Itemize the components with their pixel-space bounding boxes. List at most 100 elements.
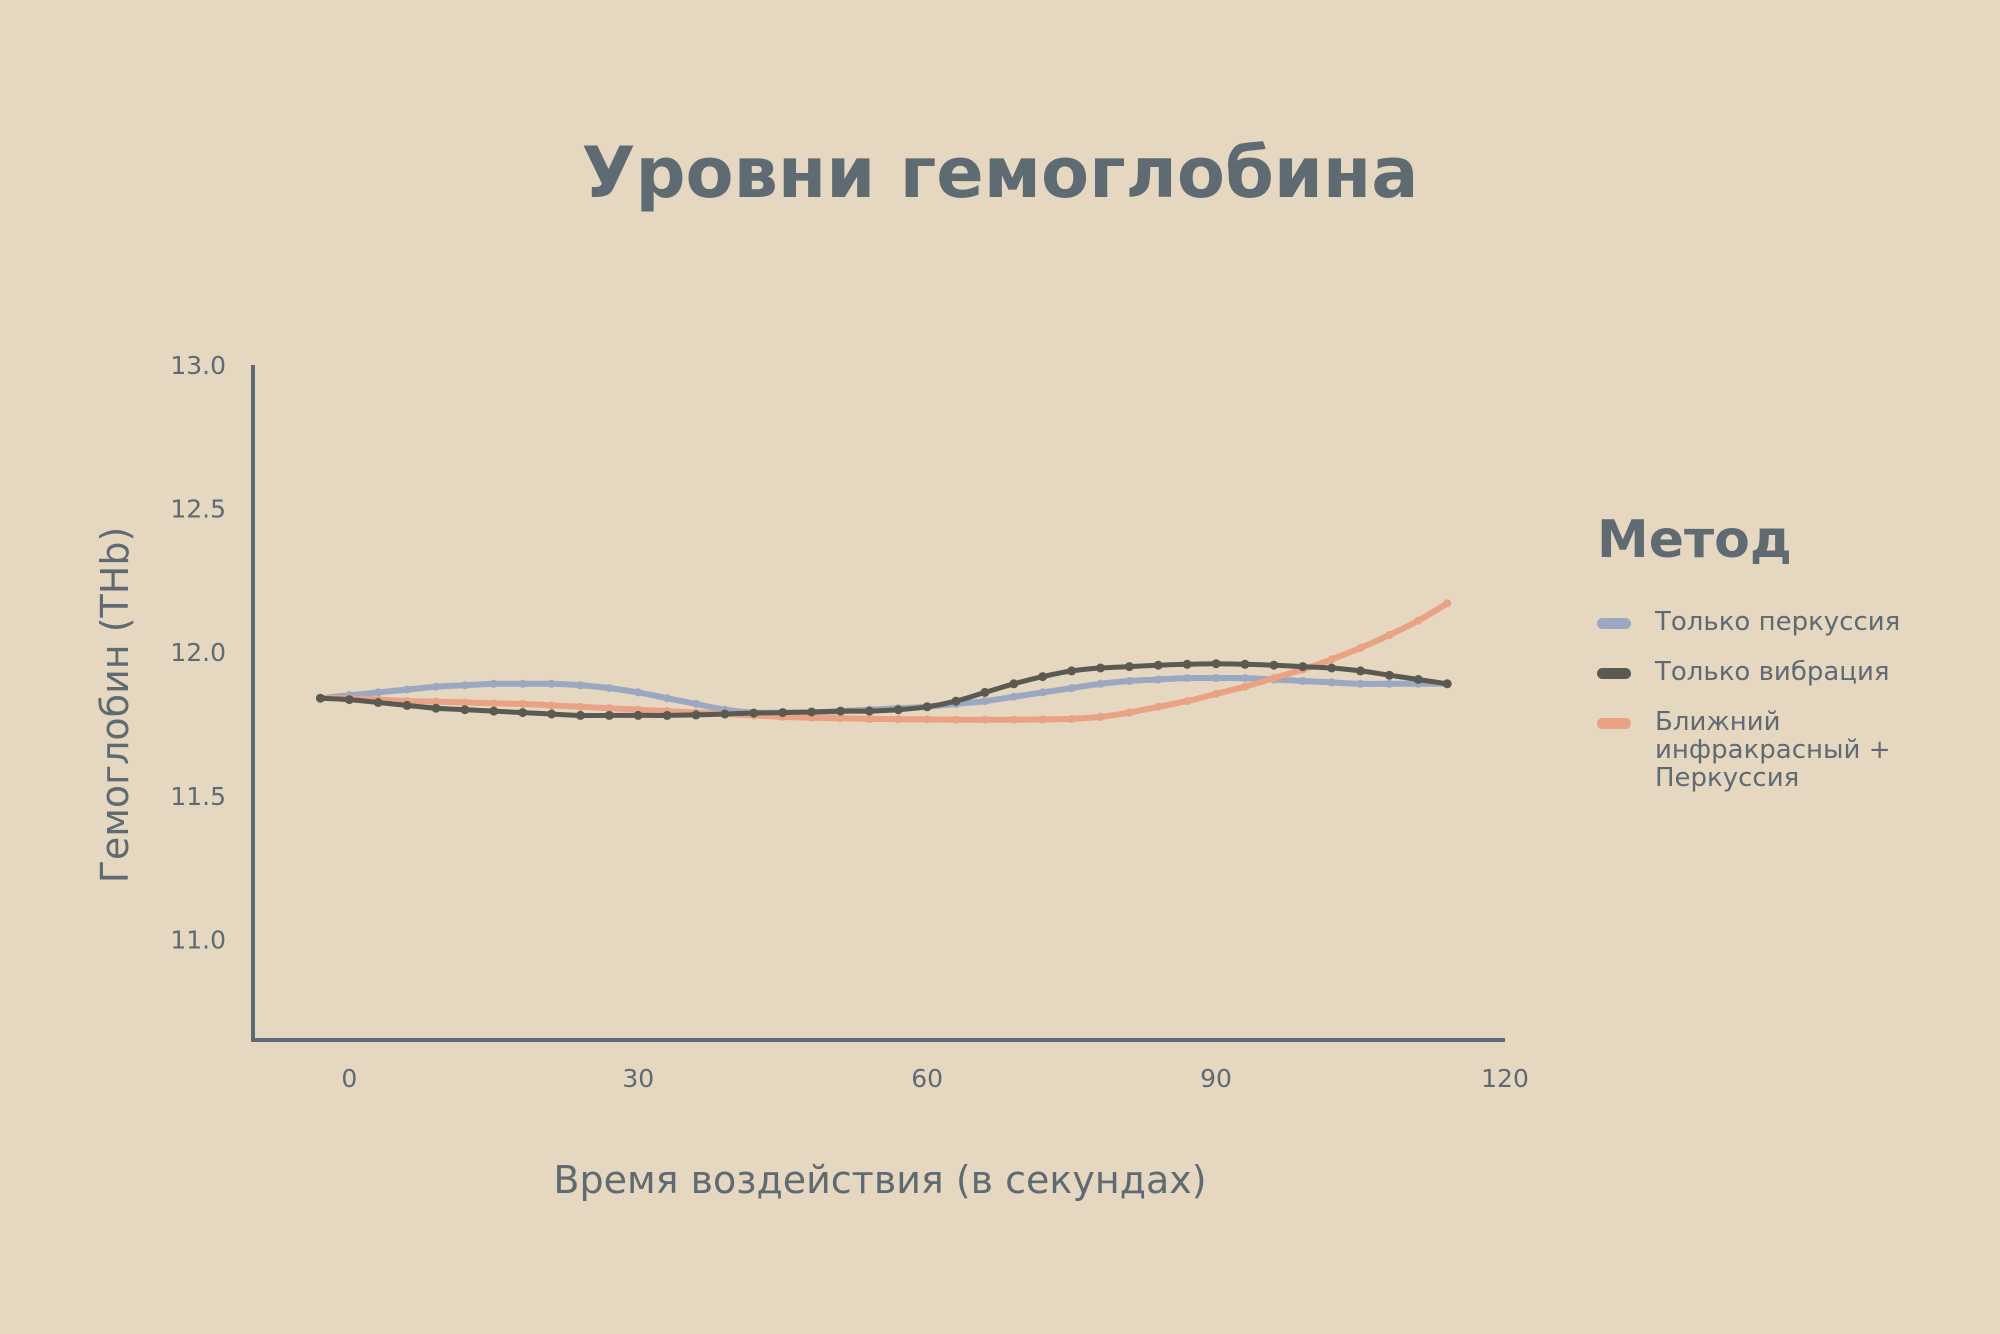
data-point-vibration bbox=[1442, 679, 1452, 689]
data-point-vibration bbox=[662, 710, 672, 720]
data-point-percussion bbox=[518, 679, 527, 688]
data-point-nir-percussion bbox=[460, 698, 469, 707]
data-point-nir-percussion bbox=[1385, 631, 1394, 639]
data-point-vibration bbox=[922, 702, 932, 712]
data-point-vibration bbox=[1327, 663, 1337, 673]
data-point-nir-percussion bbox=[1183, 697, 1192, 706]
data-point-nir-percussion bbox=[1327, 655, 1336, 664]
data-point-percussion bbox=[980, 697, 989, 706]
data-point-nir-percussion bbox=[894, 715, 903, 724]
x-tick-label: 0 bbox=[341, 1064, 357, 1093]
data-point-percussion bbox=[1298, 677, 1307, 685]
data-point-vibration bbox=[893, 705, 903, 715]
data-point-percussion bbox=[1183, 674, 1192, 683]
data-point-nir-percussion bbox=[1414, 616, 1423, 625]
data-point-vibration bbox=[1038, 672, 1048, 682]
data-point-vibration bbox=[460, 705, 470, 715]
data-point-percussion bbox=[547, 679, 556, 688]
data-point-vibration bbox=[1182, 659, 1192, 669]
data-point-vibration bbox=[1211, 659, 1221, 669]
y-tick-label: 13.0 bbox=[170, 351, 226, 380]
data-point-vibration bbox=[691, 710, 701, 720]
legend-label-percussion: Только перкуссия bbox=[1655, 607, 1901, 637]
data-point-percussion bbox=[1096, 679, 1105, 688]
y-axis-label: Гемоглобин (THb) bbox=[93, 526, 137, 884]
data-point-vibration bbox=[547, 709, 557, 719]
data-point-vibration bbox=[1096, 663, 1105, 673]
series-line-vibration bbox=[317, 661, 1450, 719]
data-point-vibration bbox=[1356, 666, 1365, 676]
data-point-percussion bbox=[489, 679, 498, 688]
data-point-nir-percussion bbox=[1038, 715, 1047, 724]
data-point-vibration bbox=[344, 695, 354, 705]
data-point-nir-percussion bbox=[836, 714, 845, 723]
legend-label-vibration: Только вибрация bbox=[1655, 657, 1890, 687]
data-point-vibration bbox=[431, 703, 441, 713]
chart-title: Уровни гемоглобина bbox=[581, 132, 1419, 214]
data-point-vibration bbox=[807, 707, 817, 717]
x-tick-label: 120 bbox=[1481, 1064, 1529, 1093]
data-point-nir-percussion bbox=[1241, 682, 1249, 691]
data-point-vibration bbox=[1298, 662, 1308, 672]
data-point-percussion bbox=[1154, 675, 1163, 684]
data-point-vibration bbox=[1413, 675, 1423, 684]
data-point-nir-percussion bbox=[605, 704, 614, 713]
data-point-percussion bbox=[1212, 674, 1221, 683]
legend-title: Метод bbox=[1597, 510, 1792, 570]
data-point-percussion bbox=[1356, 679, 1365, 688]
y-tick-label: 11.5 bbox=[170, 782, 226, 811]
data-point-vibration bbox=[402, 700, 412, 710]
data-point-nir-percussion bbox=[1212, 689, 1221, 698]
data-point-nir-percussion bbox=[1356, 643, 1365, 652]
data-point-nir-percussion bbox=[952, 715, 960, 724]
data-point-nir-percussion bbox=[1125, 708, 1134, 717]
data-point-vibration bbox=[778, 708, 788, 718]
x-tick-label: 60 bbox=[911, 1064, 943, 1093]
data-point-vibration bbox=[749, 708, 759, 718]
data-point-vibration bbox=[980, 687, 990, 697]
data-point-vibration bbox=[604, 710, 614, 720]
data-point-percussion bbox=[432, 682, 440, 691]
data-point-vibration bbox=[1153, 660, 1163, 670]
data-point-vibration bbox=[373, 698, 383, 707]
legend-item-nir-percussion: Ближний инфракрасный + Перкуссия bbox=[1597, 708, 1977, 792]
data-point-nir-percussion bbox=[1154, 702, 1163, 711]
legend-label-nir-percussion: Ближний инфракрасный + Перкуссия bbox=[1655, 707, 1891, 793]
x-axis-label: Время воздействия (в секундах) bbox=[553, 1158, 1207, 1202]
data-point-percussion bbox=[1385, 679, 1394, 688]
data-point-vibration bbox=[1384, 670, 1394, 680]
data-point-vibration bbox=[575, 710, 585, 720]
data-point-percussion bbox=[1241, 674, 1249, 683]
data-point-vibration bbox=[720, 709, 730, 719]
data-point-vibration bbox=[518, 708, 528, 718]
data-point-percussion bbox=[692, 699, 700, 708]
series-line-percussion bbox=[317, 674, 1451, 716]
data-point-vibration bbox=[633, 710, 643, 720]
data-point-percussion bbox=[1327, 678, 1336, 687]
data-point-percussion bbox=[403, 685, 412, 694]
data-point-nir-percussion bbox=[1443, 599, 1452, 608]
data-point-percussion bbox=[374, 688, 383, 697]
data-point-percussion bbox=[576, 681, 585, 690]
y-tick-label: 12.5 bbox=[170, 495, 226, 524]
x-tick-label: 90 bbox=[1200, 1064, 1232, 1093]
data-point-nir-percussion bbox=[576, 702, 585, 711]
data-point-percussion bbox=[1067, 684, 1076, 693]
data-point-vibration bbox=[836, 706, 845, 716]
x-tick-label: 30 bbox=[622, 1064, 654, 1093]
data-point-percussion bbox=[605, 684, 614, 693]
data-point-nir-percussion bbox=[923, 715, 932, 724]
y-tick-label: 11.0 bbox=[170, 925, 226, 954]
data-point-vibration bbox=[1009, 679, 1019, 689]
data-point-nir-percussion bbox=[1009, 715, 1018, 724]
data-point-vibration bbox=[951, 696, 961, 706]
data-point-vibration bbox=[1067, 666, 1077, 676]
legend: Метод Только перкуссия Только вибрация Б… bbox=[1597, 510, 1977, 814]
data-point-vibration bbox=[489, 706, 499, 716]
legend-item-vibration: Только вибрация bbox=[1597, 658, 1977, 686]
data-point-percussion bbox=[634, 688, 643, 697]
data-point-nir-percussion bbox=[1096, 712, 1105, 721]
data-point-nir-percussion bbox=[1067, 714, 1076, 723]
